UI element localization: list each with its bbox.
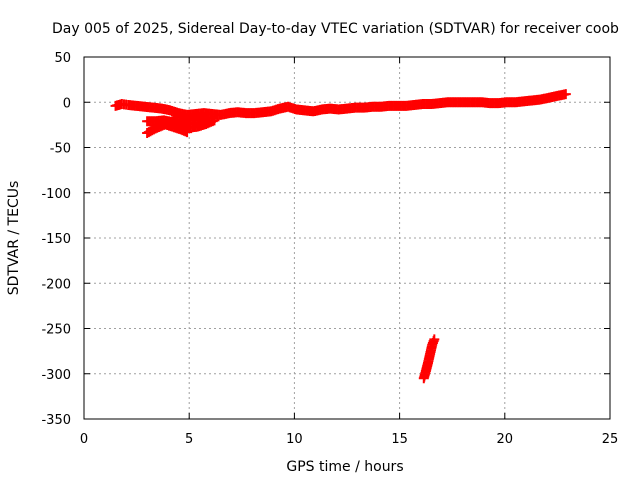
y-tick-label: 0 [63,96,71,111]
x-tick-label: 25 [602,432,619,447]
data-point [560,89,571,100]
series-branch-c [158,118,193,138]
data-point [209,115,220,126]
y-tick-label: -200 [41,277,71,292]
y-tick-label: -300 [41,368,71,383]
y-axis-title: SDTVAR / TECUs [6,181,22,296]
x-tick-label: 5 [185,432,193,447]
data-points [110,89,571,384]
y-tick-label: -50 [50,142,71,157]
y-tick-label: 50 [54,51,71,66]
chart-title: Day 005 of 2025, Sidereal Day-to-day VTE… [52,21,619,37]
y-tick-label: -100 [41,187,71,202]
series-outlier-segment [418,334,440,384]
x-tick-label: 10 [286,432,303,447]
data-point [182,127,193,138]
y-tick-label: -250 [41,323,71,338]
axis-ticks: 0 5 10 15 20 25 50 0 -50 -100 -150 -200 -250 -300 -350 [41,51,618,447]
x-tick-label: 20 [497,432,514,447]
x-tick-label: 15 [391,432,408,447]
x-axis-title: GPS time / hours [286,459,403,475]
grid [84,57,610,419]
data-point [429,334,440,345]
y-tick-label: -150 [41,232,71,247]
series-main-track [110,89,571,120]
x-tick-label: 0 [80,432,88,447]
y-tick-label: -350 [41,413,71,428]
